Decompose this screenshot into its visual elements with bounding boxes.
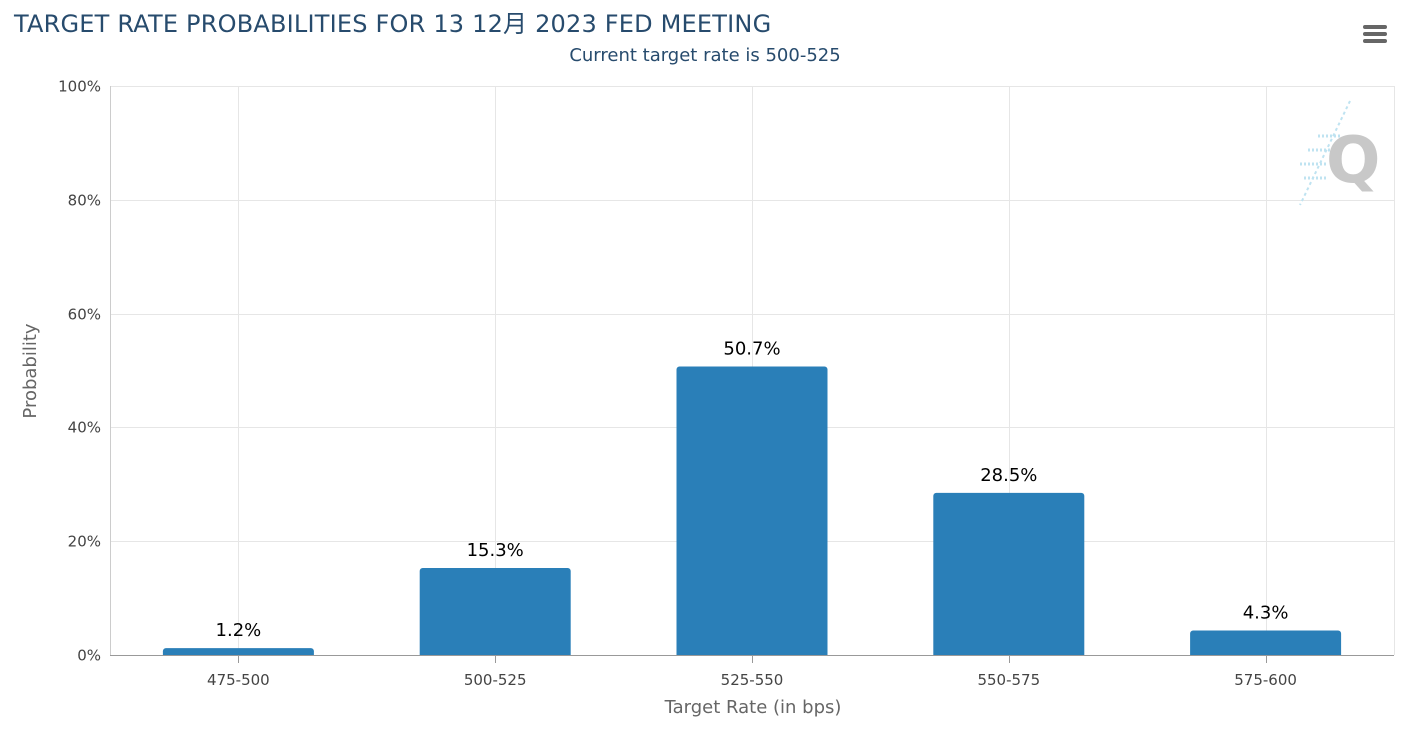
menu-bar-top [1363,25,1387,29]
bar-data-label: 1.2% [216,620,262,641]
y-tick-label: 40% [68,419,101,437]
bars [162,366,1342,658]
menu-bar-bottom [1363,39,1387,43]
tick-labels: 0% 20% 40% 60% 80% 100% 475-500 500-525 525-550 5… [58,78,1297,690]
x-tick-label: 575-600 [1234,671,1297,689]
axes [110,86,1394,663]
hamburger-menu-icon[interactable] [1358,18,1392,48]
x-axis-title: Target Rate (in bps) [664,697,842,718]
bar[interactable] [676,366,828,658]
x-tick-label: 475-500 [207,671,270,689]
q-logo-icon: Q [1299,100,1380,206]
x-tick-label: 500-525 [464,671,527,689]
bar[interactable] [1190,630,1342,658]
y-tick-label: 20% [68,533,101,551]
y-tick-label: 0% [77,647,101,665]
menu-bar-middle [1363,32,1387,36]
x-tick-label: 525-550 [721,671,784,689]
bar[interactable] [419,567,571,658]
chart-title: TARGET RATE PROBABILITIES FOR 13 12月 202… [14,10,772,38]
chart-subtitle: Current target rate is 500-525 [569,45,841,66]
x-tick-label: 550-575 [977,671,1040,689]
y-tick-label: 60% [68,306,101,324]
y-tick-label: 80% [68,192,101,210]
data-labels: 1.2% 15.3% 50.7% 28.5% 4.3% [216,339,1289,642]
bar[interactable] [162,648,314,658]
y-tick-label: 100% [58,78,101,96]
bar-data-label: 28.5% [980,465,1037,486]
y-axis-title: Probability [20,323,41,418]
watermark-text: Q [1326,124,1380,198]
bar[interactable] [933,492,1085,658]
bar-data-label: 4.3% [1243,603,1289,624]
bar-data-label: 15.3% [467,540,524,561]
bar-data-label: 50.7% [723,339,780,360]
